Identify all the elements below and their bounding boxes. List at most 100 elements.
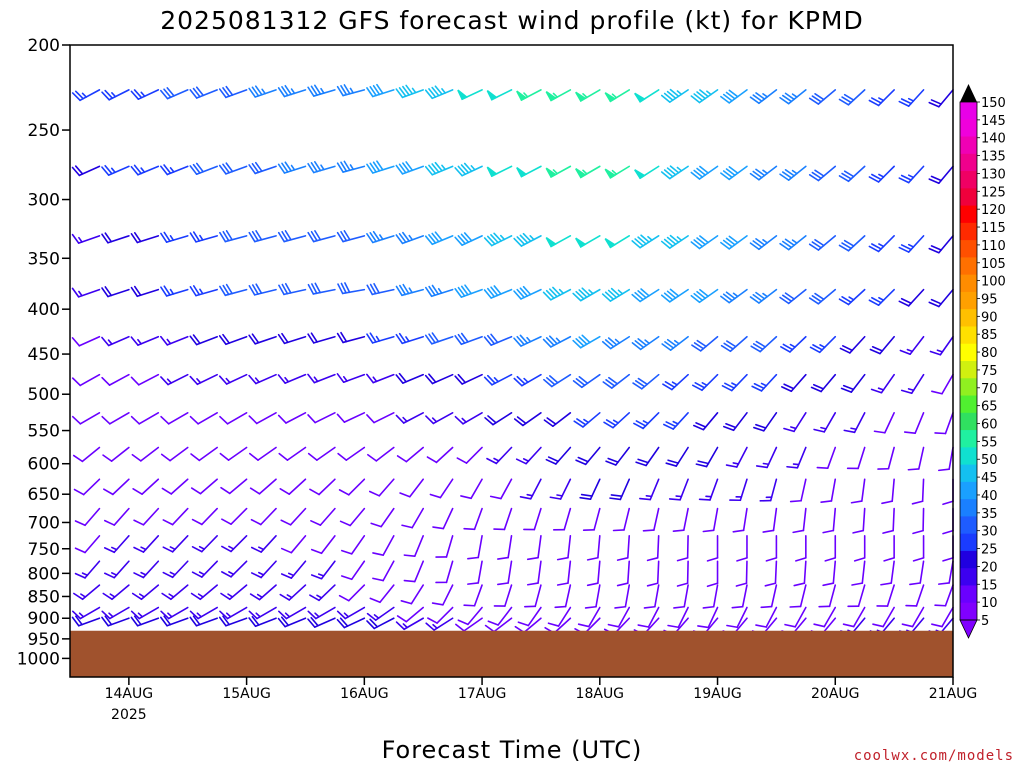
wind-barb-full <box>366 414 375 424</box>
wind-barb-full <box>160 616 168 627</box>
wind-barb-half <box>907 243 915 248</box>
wind-barb-staff <box>81 446 101 463</box>
wind-barb-full <box>103 519 116 526</box>
wind-barb-staff <box>228 478 248 495</box>
wind-barb-full <box>634 291 644 301</box>
wind-barb-full <box>931 623 943 628</box>
wind-barb <box>403 535 425 557</box>
wind-barb <box>883 535 895 562</box>
wind-barb-half <box>441 88 447 94</box>
wind-barb-full <box>395 333 404 345</box>
wind-barb-half <box>493 457 500 462</box>
wind-barb <box>395 372 425 384</box>
wind-barb <box>249 584 277 601</box>
wind-barb-full <box>586 556 599 561</box>
wind-barb-staff <box>169 446 189 462</box>
wind-barb <box>429 478 454 499</box>
wind-barb-full <box>634 340 645 349</box>
wind-barb-staff <box>467 606 483 626</box>
wind-barb-full <box>752 94 763 102</box>
wind-barb-full <box>838 298 850 306</box>
wind-barb-full <box>664 381 676 388</box>
wind-barb-full <box>307 86 315 97</box>
wind-barb-half <box>198 571 206 576</box>
wind-barb-full <box>162 546 174 553</box>
wind-barb-full <box>284 230 292 241</box>
wind-barb-full <box>556 582 569 586</box>
wind-barb-full <box>838 175 850 183</box>
wind-barb-half <box>286 594 293 599</box>
wind-barb-flag <box>604 92 617 103</box>
wind-barb <box>101 412 130 425</box>
wind-barb-half <box>762 93 769 98</box>
wind-barb <box>934 412 954 435</box>
wind-barb <box>898 165 925 184</box>
wind-barb <box>250 507 277 526</box>
wind-barb-full <box>725 168 736 177</box>
wind-barb-full <box>605 419 617 427</box>
wind-barb-half <box>647 235 653 241</box>
wind-barb-half <box>110 167 116 174</box>
wind-barb-full <box>311 283 318 295</box>
wind-barb-full <box>762 529 775 533</box>
wind-barb <box>396 606 425 623</box>
wind-barb-full <box>640 234 650 243</box>
wind-barb <box>872 606 895 628</box>
wind-barb <box>556 535 572 561</box>
wind-barb-full <box>676 582 689 587</box>
wind-barb <box>133 560 160 579</box>
wind-barb-full <box>612 529 625 532</box>
wind-barb-full <box>340 84 348 96</box>
wind-barb-staff <box>503 507 513 531</box>
wind-barb-half <box>582 169 588 175</box>
y-tick-label: 650 <box>28 485 60 505</box>
wind-barb-full <box>101 376 111 386</box>
wind-barb <box>71 412 101 425</box>
wind-barb-full <box>637 236 647 245</box>
y-tick-label: 400 <box>28 300 60 320</box>
wind-barb <box>603 412 631 429</box>
wind-barb <box>280 535 307 554</box>
wind-barb-full <box>780 346 791 353</box>
wind-barb-half <box>227 593 234 598</box>
wind-barb-staff <box>884 412 895 434</box>
wind-barb <box>808 89 837 105</box>
wind-barb <box>604 165 631 179</box>
wind-barb-full <box>130 376 140 386</box>
wind-barb-full <box>396 615 408 623</box>
wind-barb <box>604 89 631 103</box>
wind-barb-full <box>251 615 260 626</box>
wind-barb-full <box>372 230 381 242</box>
wind-barb <box>277 616 307 628</box>
wind-barb-staff <box>742 507 748 532</box>
colorbar-swatch <box>960 222 977 241</box>
wind-barb <box>760 584 778 609</box>
wind-barb-half <box>437 287 443 294</box>
wind-barb-full <box>543 419 554 428</box>
wind-barb-full <box>338 489 350 496</box>
wind-barb <box>820 478 837 503</box>
wind-barb-full <box>280 519 292 526</box>
wind-barb <box>554 584 572 609</box>
wind-barb-full <box>699 89 709 98</box>
wind-barb <box>755 446 778 469</box>
wind-barb-staff <box>677 606 689 629</box>
wind-barb-staff <box>137 373 160 386</box>
wind-barb <box>278 606 307 620</box>
wind-barb <box>102 446 130 462</box>
colorbar-label: 105 <box>981 257 1006 272</box>
wind-barb <box>336 373 366 384</box>
wind-barb <box>938 446 954 472</box>
wind-barb <box>665 446 689 467</box>
wind-barb-full <box>548 288 558 298</box>
wind-barb-full <box>277 163 286 174</box>
wind-barb-full <box>160 89 169 100</box>
wind-barb-staff <box>712 507 719 532</box>
wind-barb <box>810 373 837 393</box>
wind-barb <box>938 560 954 585</box>
wind-barb-full <box>779 173 790 181</box>
wind-barb-half <box>432 623 438 629</box>
wind-barb-full <box>486 457 498 465</box>
wind-barb-full <box>668 498 681 501</box>
wind-barb-full <box>669 165 680 174</box>
